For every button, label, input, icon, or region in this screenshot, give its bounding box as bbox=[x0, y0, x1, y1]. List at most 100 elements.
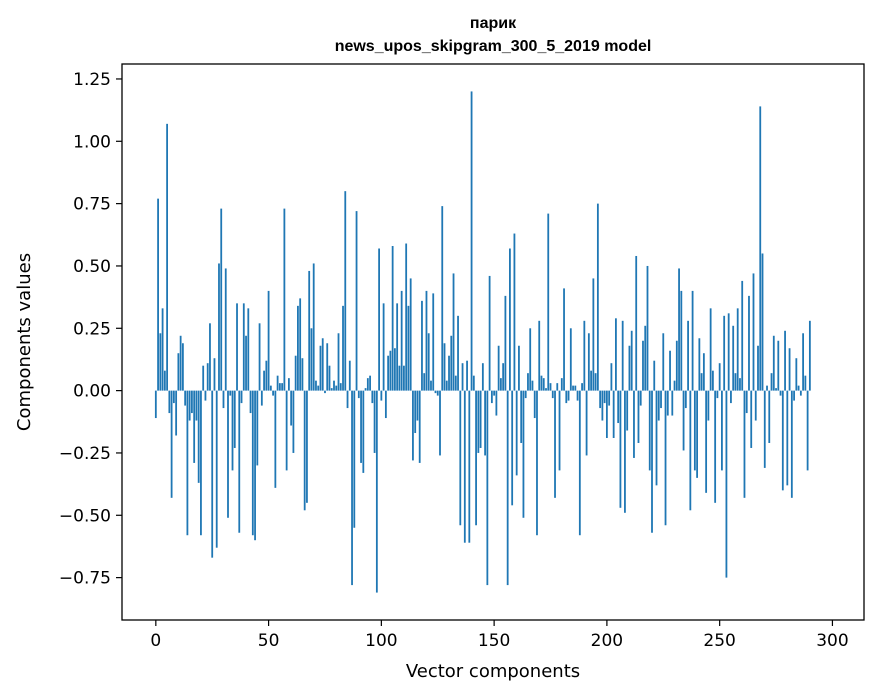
bar-53 bbox=[274, 390, 277, 488]
bar-200 bbox=[605, 390, 608, 438]
bar-54 bbox=[276, 375, 279, 391]
bar-159 bbox=[513, 233, 516, 391]
bar-60 bbox=[290, 390, 293, 426]
bar-117 bbox=[418, 390, 421, 463]
bar-227 bbox=[666, 390, 669, 416]
bar-35 bbox=[233, 390, 236, 448]
bar-225 bbox=[662, 333, 665, 391]
bar-1 bbox=[157, 198, 159, 391]
bar-228 bbox=[669, 350, 671, 391]
bar-257 bbox=[734, 373, 737, 391]
bar-181 bbox=[563, 288, 565, 391]
bar-143 bbox=[477, 390, 480, 453]
bar-267 bbox=[757, 345, 759, 391]
bar-238 bbox=[691, 290, 694, 391]
bar-71 bbox=[315, 380, 317, 391]
bar-100 bbox=[380, 390, 383, 401]
bar-206 bbox=[619, 390, 622, 508]
bar-154 bbox=[502, 363, 505, 391]
bar-134 bbox=[457, 315, 459, 391]
bar-289 bbox=[806, 390, 809, 471]
bar-241 bbox=[698, 338, 701, 391]
bar-131 bbox=[450, 335, 453, 391]
bar-130 bbox=[448, 355, 450, 391]
bar-88 bbox=[353, 390, 356, 528]
bar-256 bbox=[732, 325, 735, 391]
bar-283 bbox=[793, 390, 795, 401]
bar-42 bbox=[249, 390, 252, 414]
bar-271 bbox=[766, 385, 768, 391]
bar-137 bbox=[463, 390, 466, 543]
bar-268 bbox=[759, 106, 762, 391]
bar-39 bbox=[242, 303, 245, 391]
bar-107 bbox=[396, 303, 399, 391]
bar-260 bbox=[741, 280, 744, 391]
bar-202 bbox=[610, 363, 613, 391]
bar-119 bbox=[423, 373, 426, 391]
bar-79 bbox=[333, 380, 335, 391]
bar-108 bbox=[398, 365, 401, 391]
y-tick-label: −0.25 bbox=[59, 444, 111, 464]
bar-213 bbox=[635, 255, 638, 391]
bar-49 bbox=[265, 360, 268, 391]
bar-285 bbox=[797, 385, 800, 391]
bar-18 bbox=[195, 390, 198, 421]
bar-133 bbox=[454, 375, 457, 391]
x-tick-label: 50 bbox=[258, 631, 280, 651]
bar-104 bbox=[389, 350, 392, 391]
bar-21 bbox=[202, 365, 205, 391]
bar-183 bbox=[567, 390, 570, 401]
bar-255 bbox=[730, 390, 732, 404]
bar-5 bbox=[166, 123, 168, 391]
y-tick-label: −0.50 bbox=[59, 506, 111, 526]
bar-203 bbox=[612, 390, 615, 438]
bar-278 bbox=[781, 390, 784, 491]
bar-220 bbox=[651, 390, 653, 533]
bar-284 bbox=[795, 358, 798, 391]
bar-28 bbox=[218, 263, 220, 391]
bar-8 bbox=[172, 390, 175, 404]
bar-24 bbox=[209, 323, 211, 391]
bar-102 bbox=[384, 390, 387, 419]
bar-277 bbox=[779, 390, 782, 396]
bar-182 bbox=[565, 390, 568, 404]
y-tick-label: 0.00 bbox=[73, 382, 111, 402]
y-axis-label: Components values bbox=[14, 253, 35, 431]
bar-125 bbox=[436, 390, 439, 396]
bar-282 bbox=[790, 390, 793, 498]
bar-211 bbox=[630, 330, 633, 391]
bar-36 bbox=[236, 303, 238, 391]
bar-226 bbox=[664, 390, 667, 526]
bar-196 bbox=[596, 203, 599, 391]
bar-120 bbox=[425, 290, 428, 391]
bar-82 bbox=[339, 383, 342, 391]
bar-61 bbox=[292, 390, 295, 453]
bar-25 bbox=[211, 390, 214, 558]
bar-179 bbox=[558, 390, 561, 471]
bar-144 bbox=[479, 390, 482, 448]
bar-167 bbox=[531, 380, 534, 391]
bar-169 bbox=[536, 390, 538, 536]
bar-68 bbox=[308, 270, 311, 391]
bar-99 bbox=[378, 248, 380, 391]
bar-281 bbox=[788, 348, 791, 391]
bar-145 bbox=[481, 363, 484, 391]
bar-216 bbox=[642, 340, 644, 391]
bar-246 bbox=[709, 308, 712, 391]
bar-106 bbox=[393, 348, 396, 391]
bar-209 bbox=[626, 390, 629, 431]
y-tick-label: 1.00 bbox=[73, 132, 111, 152]
bar-140 bbox=[470, 91, 473, 391]
bar-96 bbox=[371, 390, 374, 404]
bar-229 bbox=[671, 390, 674, 416]
bar-173 bbox=[545, 388, 547, 391]
bar-178 bbox=[556, 383, 559, 391]
bar-156 bbox=[506, 390, 509, 586]
y-tick-label: 1.25 bbox=[73, 70, 111, 90]
bar-245 bbox=[707, 390, 710, 421]
bar-83 bbox=[342, 305, 344, 391]
bar-142 bbox=[475, 390, 477, 526]
bar-224 bbox=[660, 390, 662, 409]
bar-219 bbox=[648, 390, 651, 471]
bar-26 bbox=[213, 358, 216, 391]
